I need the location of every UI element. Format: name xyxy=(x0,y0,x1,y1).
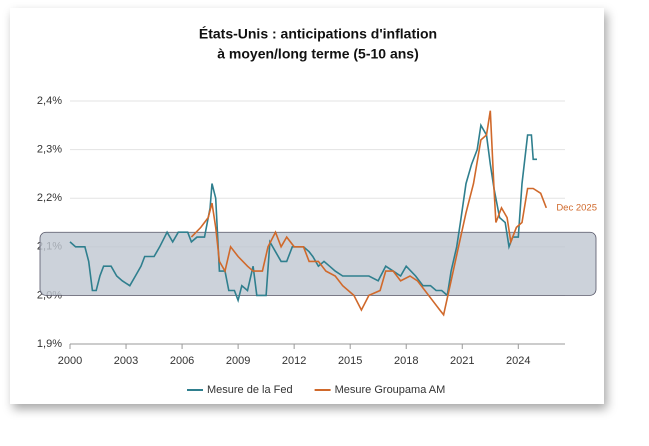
legend-label: Mesure Groupama AM xyxy=(335,384,446,396)
x-tick-label: 2012 xyxy=(282,355,306,367)
x-tick-label: 2003 xyxy=(114,355,138,367)
x-tick-label: 2018 xyxy=(394,355,418,367)
y-tick-label: 2,4% xyxy=(37,95,62,107)
x-tick-label: 2024 xyxy=(506,355,530,367)
y-tick-label: 2,3% xyxy=(37,144,62,156)
x-tick-label: 2006 xyxy=(170,355,194,367)
chart-title: à moyen/long terme (5-10 ans) xyxy=(217,46,419,62)
x-tick-label: 2015 xyxy=(338,355,362,367)
target-band xyxy=(39,231,597,296)
y-tick-label: 1,9% xyxy=(37,338,62,350)
y-tick-label: 2,2% xyxy=(37,192,62,204)
chart-title: États-Unis : anticipations d'inflation xyxy=(199,26,437,42)
series-line xyxy=(190,110,548,317)
x-tick-label: 2021 xyxy=(450,355,474,367)
legend-label: Mesure de la Fed xyxy=(207,384,293,396)
annotation: Dec 2025 xyxy=(556,202,597,213)
card xyxy=(10,8,604,404)
x-tick-label: 2000 xyxy=(58,355,82,367)
x-tick-label: 2009 xyxy=(226,355,250,367)
